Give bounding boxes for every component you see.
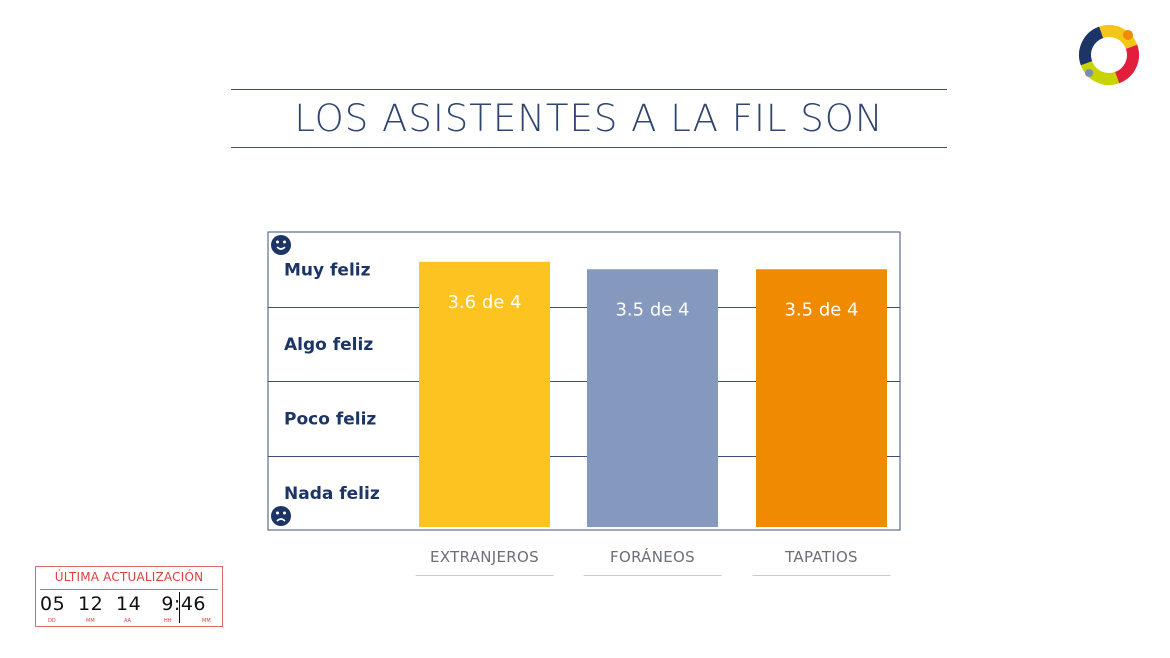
y-level-label: Poco feliz <box>284 409 376 429</box>
category-label: TAPATIOS <box>784 548 858 566</box>
stamp-month-caption: MM <box>86 618 95 624</box>
bar <box>756 269 887 527</box>
stamp-separator <box>179 592 180 623</box>
stamp-month: 12 <box>78 593 104 615</box>
bar-value-label: 3.6 de 4 <box>447 292 521 313</box>
happy-face-icon <box>271 235 291 255</box>
logo-icon <box>1079 24 1139 85</box>
stamp-time: 9:46 <box>161 593 206 615</box>
stamp-minute-caption: MM <box>202 618 211 624</box>
category-label: FORÁNEOS <box>610 547 695 566</box>
bar-value-label: 3.5 de 4 <box>615 299 689 320</box>
last-update-heading: ÚLTIMA ACTUALIZACIÓN <box>54 570 204 584</box>
title-bottom-rule <box>231 147 947 148</box>
stamp-year: 14 <box>116 593 142 615</box>
sad-face-icon <box>271 506 291 526</box>
bar <box>587 269 718 527</box>
y-level-label: Nada feliz <box>284 484 380 504</box>
stamp-day-caption: DD <box>48 618 56 624</box>
stamp-day: 05 <box>40 593 66 615</box>
bar-value-label: 3.5 de 4 <box>784 299 858 320</box>
stamp-year-caption: AA <box>124 618 131 624</box>
bar <box>419 261 550 527</box>
stamp-hour-caption: HH <box>164 618 172 624</box>
title-top-rule <box>231 89 947 90</box>
last-update-stamp: ÚLTIMA ACTUALIZACIÓN 05 12 14 9:46 DD MM… <box>35 566 223 627</box>
y-level-label: Muy feliz <box>284 260 371 280</box>
y-level-label: Algo feliz <box>284 335 373 355</box>
category-label: EXTRANJEROS <box>430 548 539 566</box>
page-title: LOS ASISTENTES A LA FIL SON <box>294 97 884 140</box>
stamp-divider <box>40 589 218 590</box>
